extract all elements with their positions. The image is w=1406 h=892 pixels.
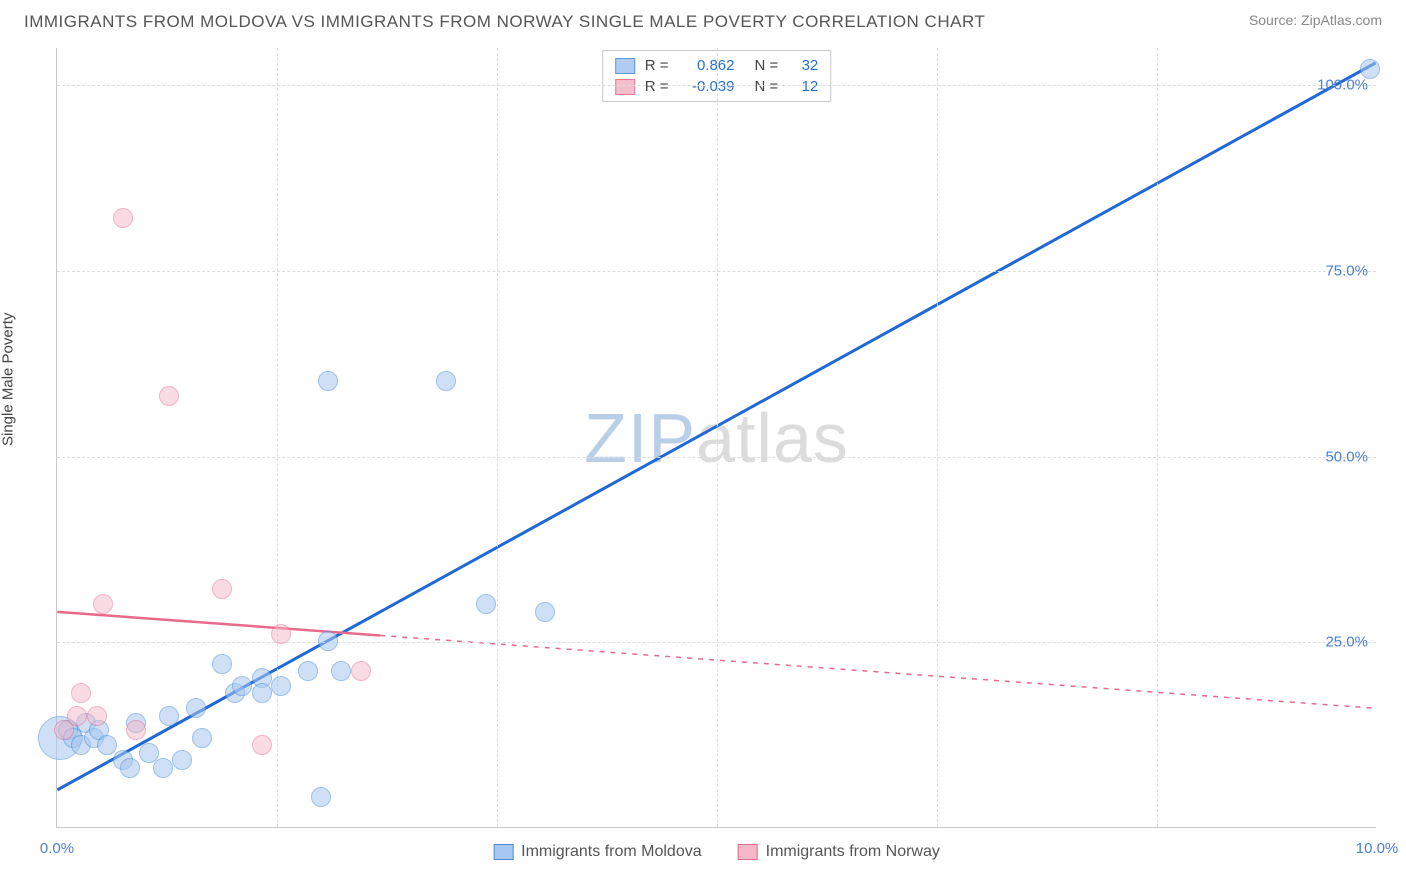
source-attribution: Source: ZipAtlas.com bbox=[1249, 12, 1382, 28]
y-tick-label: 50.0% bbox=[1325, 448, 1368, 465]
scatter-point bbox=[298, 661, 318, 681]
scatter-point bbox=[311, 787, 331, 807]
y-axis-label: Single Male Poverty bbox=[0, 313, 17, 446]
legend-N-value: 32 bbox=[788, 57, 818, 74]
scatter-point bbox=[271, 624, 291, 644]
gridline-vertical bbox=[497, 48, 498, 827]
legend-swatch bbox=[493, 844, 513, 860]
scatter-point bbox=[476, 594, 496, 614]
scatter-point bbox=[153, 758, 173, 778]
scatter-point bbox=[351, 661, 371, 681]
scatter-point bbox=[113, 208, 133, 228]
legend-N-label: N = bbox=[755, 78, 779, 95]
scatter-point bbox=[159, 706, 179, 726]
legend-R-label: R = bbox=[645, 57, 669, 74]
scatter-point bbox=[172, 750, 192, 770]
x-tick-label: 0.0% bbox=[40, 840, 74, 857]
scatter-point bbox=[232, 676, 252, 696]
scatter-point bbox=[318, 631, 338, 651]
chart-container: IMMIGRANTS FROM MOLDOVA VS IMMIGRANTS FR… bbox=[0, 0, 1406, 892]
chart-title: IMMIGRANTS FROM MOLDOVA VS IMMIGRANTS FR… bbox=[24, 12, 985, 32]
trend-line-dashed bbox=[380, 635, 1375, 708]
scatter-point bbox=[186, 698, 206, 718]
scatter-point bbox=[271, 676, 291, 696]
scatter-point bbox=[67, 706, 87, 726]
scatter-point bbox=[87, 706, 107, 726]
scatter-point bbox=[212, 654, 232, 674]
legend-series-item: Immigrants from Norway bbox=[738, 843, 940, 861]
gridline-vertical bbox=[937, 48, 938, 827]
gridline-vertical bbox=[277, 48, 278, 827]
scatter-point bbox=[93, 594, 113, 614]
legend-series-label: Immigrants from Norway bbox=[766, 843, 940, 861]
scatter-point bbox=[318, 371, 338, 391]
legend-swatch bbox=[615, 58, 635, 74]
watermark-atlas: atlas bbox=[696, 399, 849, 477]
legend-series-item: Immigrants from Moldova bbox=[493, 843, 702, 861]
scatter-point bbox=[252, 735, 272, 755]
legend-N-value: 12 bbox=[788, 78, 818, 95]
y-tick-label: 100.0% bbox=[1317, 77, 1368, 94]
gridline-vertical bbox=[717, 48, 718, 827]
scatter-point bbox=[252, 683, 272, 703]
y-tick-label: 25.0% bbox=[1325, 634, 1368, 651]
scatter-point bbox=[192, 728, 212, 748]
legend-series-label: Immigrants from Moldova bbox=[521, 843, 702, 861]
scatter-point bbox=[120, 758, 140, 778]
legend-R-value: -0.039 bbox=[679, 78, 735, 95]
watermark-zip: ZIP bbox=[584, 399, 696, 477]
scatter-point bbox=[535, 602, 555, 622]
scatter-point bbox=[436, 371, 456, 391]
scatter-point bbox=[71, 683, 91, 703]
scatter-point bbox=[212, 579, 232, 599]
legend-series: Immigrants from Moldova Immigrants from N… bbox=[493, 843, 940, 861]
plot-area: ZIPatlas R =0.862N =32R =-0.039N =12 Imm… bbox=[56, 48, 1376, 828]
scatter-point bbox=[1360, 59, 1380, 79]
scatter-point bbox=[126, 720, 146, 740]
gridline-vertical bbox=[1157, 48, 1158, 827]
x-tick-label: 10.0% bbox=[1356, 840, 1399, 857]
scatter-point bbox=[159, 386, 179, 406]
scatter-point bbox=[331, 661, 351, 681]
legend-swatch bbox=[738, 844, 758, 860]
y-tick-label: 75.0% bbox=[1325, 262, 1368, 279]
scatter-point bbox=[97, 735, 117, 755]
legend-swatch bbox=[615, 79, 635, 95]
legend-R-label: R = bbox=[645, 78, 669, 95]
legend-N-label: N = bbox=[755, 57, 779, 74]
legend-R-value: 0.862 bbox=[679, 57, 735, 74]
